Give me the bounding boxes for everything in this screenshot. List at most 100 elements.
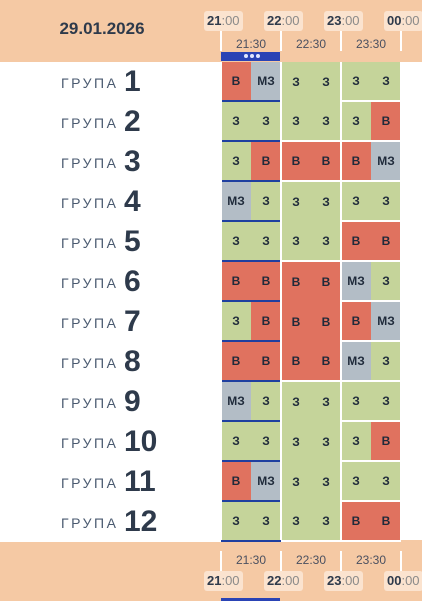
slot-cell[interactable]: З (251, 182, 281, 222)
hour-tick (280, 551, 282, 571)
half-hour-label: 21:30 (236, 37, 267, 51)
hour-tick (400, 551, 402, 571)
group-label-1: ГРУПА 1 (0, 62, 221, 102)
hour-label: 22:00 (264, 11, 303, 31)
slot-cell[interactable]: В (281, 142, 311, 182)
slot-cell[interactable]: З (251, 502, 281, 542)
slot-cell[interactable]: В (281, 262, 311, 302)
slot-cell[interactable]: В (221, 262, 251, 302)
slot-cell[interactable]: З (281, 182, 311, 222)
slot-cell[interactable]: В (251, 302, 281, 342)
slot-cell[interactable]: В (341, 222, 371, 262)
hour-separator (220, 62, 222, 540)
hour-tick (280, 31, 282, 51)
slot-cell[interactable]: В (371, 102, 401, 142)
hour-label: 00:00 (384, 571, 422, 591)
slot-cell[interactable]: З (221, 222, 251, 262)
group-word: ГРУПА (61, 315, 119, 331)
slot-cell[interactable]: В (251, 142, 281, 182)
slot-cell[interactable]: В (341, 502, 371, 542)
slot-cell[interactable]: В (341, 302, 371, 342)
slot-cell[interactable]: З (371, 62, 401, 102)
slot-cell[interactable]: В (221, 462, 251, 502)
slot-cell[interactable]: МЗ (251, 462, 281, 502)
hour-tick (220, 31, 222, 51)
slot-cell[interactable]: МЗ (341, 262, 371, 302)
row-divider (221, 140, 281, 142)
slot-cell[interactable]: З (281, 62, 311, 102)
slot-cell[interactable]: В (341, 142, 371, 182)
slot-cell[interactable]: В (281, 302, 311, 342)
slot-cell[interactable]: З (311, 462, 341, 502)
slot-cell[interactable]: З (281, 102, 311, 142)
slot-cell[interactable]: З (371, 462, 401, 502)
slot-cell[interactable]: З (341, 382, 371, 422)
slot-cell[interactable]: З (221, 302, 251, 342)
group-label-7: ГРУПА 7 (0, 302, 221, 342)
slot-cell[interactable]: В (251, 342, 281, 382)
slot-cell[interactable]: З (251, 382, 281, 422)
slot-cell[interactable]: З (281, 502, 311, 542)
slot-cell[interactable]: З (311, 62, 341, 102)
dot-icon (244, 54, 248, 58)
slot-cell[interactable]: З (341, 182, 371, 222)
slot-cell[interactable]: З (221, 142, 251, 182)
slot-cell[interactable]: З (221, 422, 251, 462)
slot-cell[interactable]: В (371, 502, 401, 542)
slot-cell[interactable]: З (371, 342, 401, 382)
group-word: ГРУПА (61, 395, 119, 411)
slot-cell[interactable]: З (221, 102, 251, 142)
slot-cell[interactable]: З (311, 222, 341, 262)
group-word: ГРУПА (61, 195, 119, 211)
slot-cell[interactable]: З (371, 262, 401, 302)
slot-cell[interactable]: З (341, 102, 371, 142)
group-number: 11 (124, 465, 156, 498)
slot-cell[interactable]: В (221, 62, 251, 102)
slot-cell[interactable]: В (371, 422, 401, 462)
group-label-12: ГРУПА 12 (0, 502, 221, 542)
slot-cell[interactable]: МЗ (221, 382, 251, 422)
current-slot-marker-bottom (221, 598, 280, 601)
group-word: ГРУПА (61, 235, 119, 251)
slot-cell[interactable]: В (371, 222, 401, 262)
slot-cell[interactable]: З (311, 182, 341, 222)
slot-cell[interactable]: МЗ (341, 342, 371, 382)
slot-cell[interactable]: В (221, 342, 251, 382)
slot-cell[interactable]: МЗ (371, 142, 401, 182)
slot-cell[interactable]: З (311, 502, 341, 542)
group-label-3: ГРУПА 3 (0, 142, 221, 182)
half-hour-label: 21:30 (236, 553, 267, 567)
slot-cell[interactable]: В (311, 342, 341, 382)
slot-cell[interactable]: З (251, 422, 281, 462)
slot-cell[interactable]: З (281, 462, 311, 502)
group-number: 5 (124, 225, 141, 258)
slot-cell[interactable]: В (311, 302, 341, 342)
slot-cell[interactable]: З (251, 102, 281, 142)
slot-cell[interactable]: З (371, 382, 401, 422)
slot-cell[interactable]: МЗ (251, 62, 281, 102)
slot-cell[interactable]: З (311, 382, 341, 422)
slot-cell[interactable]: В (311, 142, 341, 182)
slot-cell[interactable]: МЗ (221, 182, 251, 222)
slot-cell[interactable]: З (341, 462, 371, 502)
slot-cell[interactable]: З (281, 382, 311, 422)
slot-cell[interactable]: З (341, 62, 371, 102)
slot-cell[interactable]: В (311, 262, 341, 302)
slot-cell[interactable]: В (281, 342, 311, 382)
slot-cell[interactable]: З (371, 182, 401, 222)
row-divider (221, 500, 281, 502)
slot-cell[interactable]: З (281, 222, 311, 262)
row-divider (221, 380, 281, 382)
group-word: ГРУПА (61, 435, 119, 451)
slot-cell[interactable]: З (251, 222, 281, 262)
slot-cell[interactable]: В (251, 262, 281, 302)
slot-cell[interactable]: МЗ (371, 302, 401, 342)
slot-cell[interactable]: З (221, 502, 251, 542)
slot-cell[interactable]: З (311, 422, 341, 462)
slot-cell[interactable]: З (341, 422, 371, 462)
slot-cell[interactable]: З (281, 422, 311, 462)
current-slot-marker[interactable] (221, 52, 280, 61)
group-word: ГРУПА (61, 275, 119, 291)
hour-tick (400, 31, 402, 51)
slot-cell[interactable]: З (311, 102, 341, 142)
